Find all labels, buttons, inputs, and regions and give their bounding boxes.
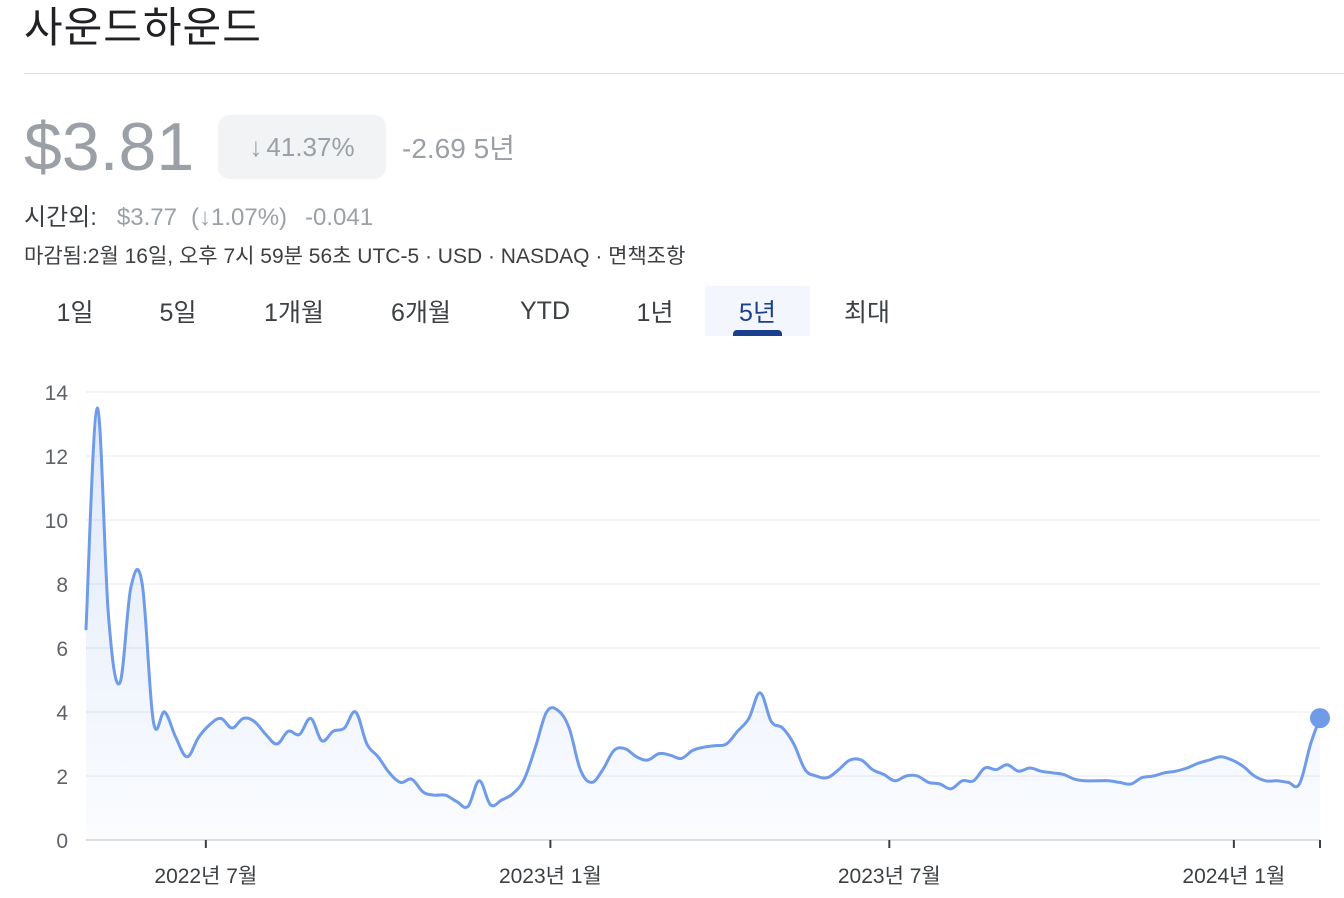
change-percent: 41.37% (266, 131, 355, 162)
tab-ytd[interactable]: YTD (500, 286, 590, 336)
after-hours-percent: (↓1.07%) (190, 204, 288, 231)
tab-5d[interactable]: 5일 (138, 286, 218, 336)
change-badge: ↓ 41.37% (218, 115, 386, 179)
y-tick-label: 8 (56, 574, 68, 597)
last-price-point (1310, 708, 1330, 729)
tab-label: 최대 (843, 299, 890, 327)
arrow-down-icon: ↓ (249, 131, 263, 162)
x-tick-label: 2023년 1월 (499, 865, 602, 888)
after-hours-row: 시간외: $3.77 (↓1.07%) -0.041 (24, 197, 373, 232)
tab-6m[interactable]: 6개월 (370, 286, 472, 336)
price-area (86, 407, 1320, 840)
price-chart: 0 2 4 6 8 10 12 14 2022년 7월 2023년 1월 2023년 7월 2024년… (45, 382, 1330, 888)
tab-label: 6개월 (391, 299, 451, 327)
after-hours-price: $3.77 (116, 204, 177, 231)
x-tick-label: 2022년 7월 (154, 865, 257, 888)
y-tick-label: 2 (56, 766, 68, 789)
tab-label: 1개월 (264, 299, 324, 327)
change-absolute: -2.69 5년 (402, 133, 515, 164)
range-tabs: 1일 5일 1개월 6개월 YTD 1년 5년 최대 (0, 286, 1344, 336)
after-hours-label: 시간외: (24, 204, 97, 231)
tab-1d[interactable]: 1일 (36, 286, 114, 336)
header-divider (24, 73, 1344, 74)
tab-label: 1일 (56, 299, 94, 327)
y-tick-label: 12 (45, 446, 68, 469)
tab-label: 1년 (636, 299, 674, 327)
tab-label: YTD (520, 296, 570, 325)
price-line (84, 406, 1322, 809)
tab-label: 5일 (159, 299, 197, 327)
y-tick-label: 0 (56, 830, 68, 853)
y-tick-label: 14 (45, 382, 69, 405)
tab-5y[interactable]: 5년 (705, 286, 810, 336)
y-tick-label: 6 (56, 638, 68, 661)
tab-1m[interactable]: 1개월 (244, 286, 344, 336)
tab-label: 5년 (739, 299, 776, 327)
y-tick-label: 4 (56, 702, 68, 725)
x-tick-label: 2024년 1월 (1182, 865, 1285, 888)
page-title: 사운드하운드 (24, 3, 262, 52)
after-hours-change: -0.041 (305, 204, 374, 231)
x-tick-label: 2023년 7월 (838, 865, 941, 888)
tab-1y[interactable]: 1년 (614, 286, 696, 336)
tab-max[interactable]: 최대 (826, 286, 908, 336)
current-price: $3.81 (24, 109, 195, 185)
y-tick-label: 10 (45, 510, 68, 533)
market-meta: 마감됨:2월 16일, 오후 7시 59분 56초 UTC-5 · USD · … (24, 245, 686, 268)
